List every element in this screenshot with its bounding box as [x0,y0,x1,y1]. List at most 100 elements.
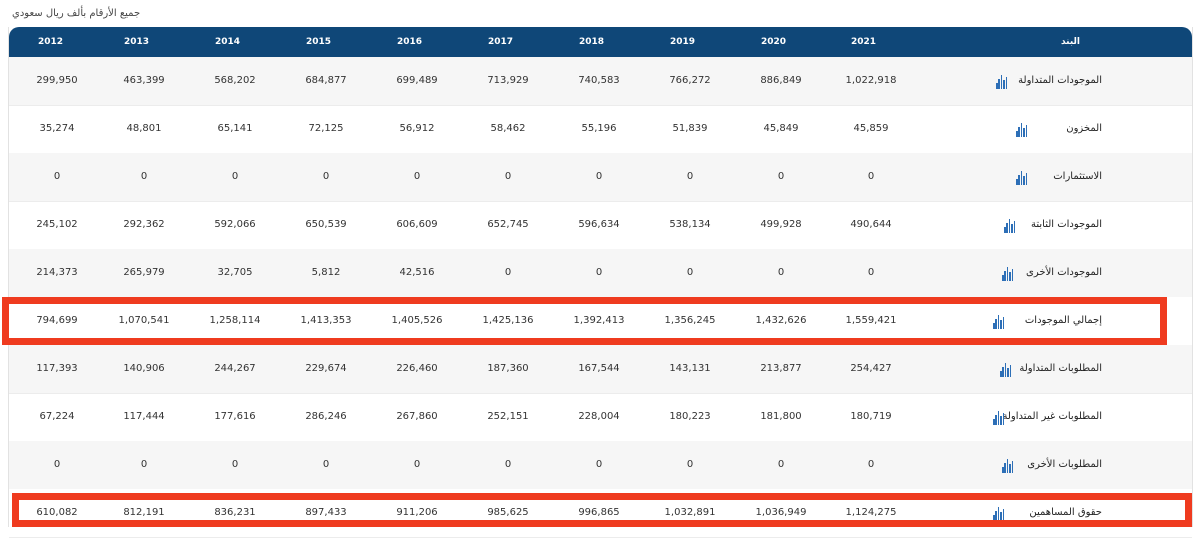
bar-chart-icon[interactable] [1000,363,1012,377]
row-label: الموجودات الثابتة [1031,219,1102,230]
bar-chart-icon[interactable] [1002,267,1014,281]
table-cell: 592,066 [214,219,256,230]
table-cell: 214,373 [36,267,78,278]
table-cell: 740,583 [578,75,620,86]
table-cell: 794,699 [36,315,78,326]
table-cell: 0 [140,459,148,470]
table-cell: 897,433 [305,507,347,518]
table-cell: 1,032,891 [664,507,716,518]
table-cell: 226,460 [396,363,438,374]
row-label: الاستثمارات [1053,171,1102,182]
bar-chart-icon[interactable] [993,507,1005,521]
table-row: المخزون 45,859 45,849 51,839 55,196 58,462 56,… [9,105,1192,154]
table-cell: 167,544 [578,363,620,374]
header-year-2020: 2020 [761,37,787,47]
header-year-2013: 2013 [124,37,150,47]
table-cell: 143,131 [669,363,711,374]
row-label: المطلوبات غير المتداولة [1002,411,1102,422]
table-cell: 45,849 [763,123,799,134]
table-cell: 886,849 [760,75,802,86]
table-cell: 267,860 [396,411,438,422]
table-cell: 684,877 [305,75,347,86]
table-cell: 1,432,626 [755,315,807,326]
bar-chart-icon[interactable] [1002,459,1014,473]
table-cell: 596,634 [578,219,620,230]
table-cell: 996,865 [578,507,620,518]
row-label: الموجودات الأخرى [1026,267,1102,278]
table-cell: 911,206 [396,507,438,518]
table-cell: 0 [595,459,603,470]
table-cell: 48,801 [126,123,162,134]
table-cell: 0 [322,171,330,182]
table-cell: 0 [53,459,61,470]
bar-chart-icon[interactable] [1004,219,1016,233]
table-cell: 252,151 [487,411,529,422]
table-cell: 0 [777,171,785,182]
table-cell: 72,125 [308,123,344,134]
table-cell: 0 [53,171,61,182]
row-label: حقوق المساهمين [1029,507,1102,518]
row-label: المخزون [1066,123,1102,134]
table-cell: 292,362 [123,219,165,230]
table-cell: 56,912 [399,123,435,134]
bar-chart-icon[interactable] [993,411,1005,425]
table-cell: 0 [867,171,875,182]
table-cell: 55,196 [581,123,617,134]
table-cell: 812,191 [123,507,165,518]
table-cell: 0 [231,459,239,470]
table-cell: 699,489 [396,75,438,86]
table-cell: 65,141 [217,123,253,134]
table-cell: 713,929 [487,75,529,86]
table-row: المطلوبات المتداولة 254,427 213,877 143,131… [9,345,1192,394]
table-cell: 0 [686,171,694,182]
table-cell: 0 [867,267,875,278]
bar-chart-icon[interactable] [996,75,1008,89]
table-cell: 985,625 [487,507,529,518]
table-cell: 1,405,526 [391,315,443,326]
table-cell: 836,231 [214,507,256,518]
table-cell: 67,224 [39,411,75,422]
header-year-2021: 2021 [851,37,877,47]
table-cell: 177,616 [214,411,256,422]
table-cell: 0 [231,171,239,182]
table-cell: 490,644 [850,219,892,230]
table-row: حقوق المساهمين 1,124,275 1,036,949 1,032,89… [9,489,1192,538]
table-cell: 32,705 [217,267,253,278]
bar-chart-icon[interactable] [993,315,1005,329]
bar-chart-icon[interactable] [1016,123,1028,137]
table-cell: 610,082 [36,507,78,518]
table-cell: 0 [140,171,148,182]
table-cell: 0 [413,459,421,470]
table-cell: 42,516 [399,267,435,278]
table-cell: 0 [777,267,785,278]
table-cell: 117,444 [123,411,165,422]
bar-chart-icon[interactable] [1016,171,1028,185]
table-cell: 254,427 [850,363,892,374]
table-cell: 117,393 [36,363,78,374]
table-cell: 0 [322,459,330,470]
table-cell: 1,036,949 [755,507,807,518]
table-cell: 244,267 [214,363,256,374]
table-header: البند 2021 2020 2019 2018 2017 2016 2015… [9,27,1192,57]
row-label: إجمالي الموجودات [1024,315,1102,326]
table-cell: 606,609 [396,219,438,230]
table-row: الموجودات الثابتة 490,644 499,928 538,134 59… [9,201,1192,250]
table-cell: 286,246 [305,411,347,422]
header-item: البند [1060,37,1080,47]
table-cell: 299,950 [36,75,78,86]
table-cell: 140,906 [123,363,165,374]
table-cell: 0 [777,459,785,470]
table-cell: 499,928 [760,219,802,230]
row-label: المطلوبات الأخرى [1027,459,1102,470]
table-cell: 228,004 [578,411,620,422]
table-cell: 463,399 [123,75,165,86]
table-cell: 0 [686,267,694,278]
table-cell: 0 [686,459,694,470]
header-year-2019: 2019 [670,37,696,47]
header-year-2017: 2017 [488,37,514,47]
table-cell: 187,360 [487,363,529,374]
header-year-2016: 2016 [397,37,423,47]
table-cell: 229,674 [305,363,347,374]
table-cell: 51,839 [672,123,708,134]
header-year-2018: 2018 [579,37,605,47]
